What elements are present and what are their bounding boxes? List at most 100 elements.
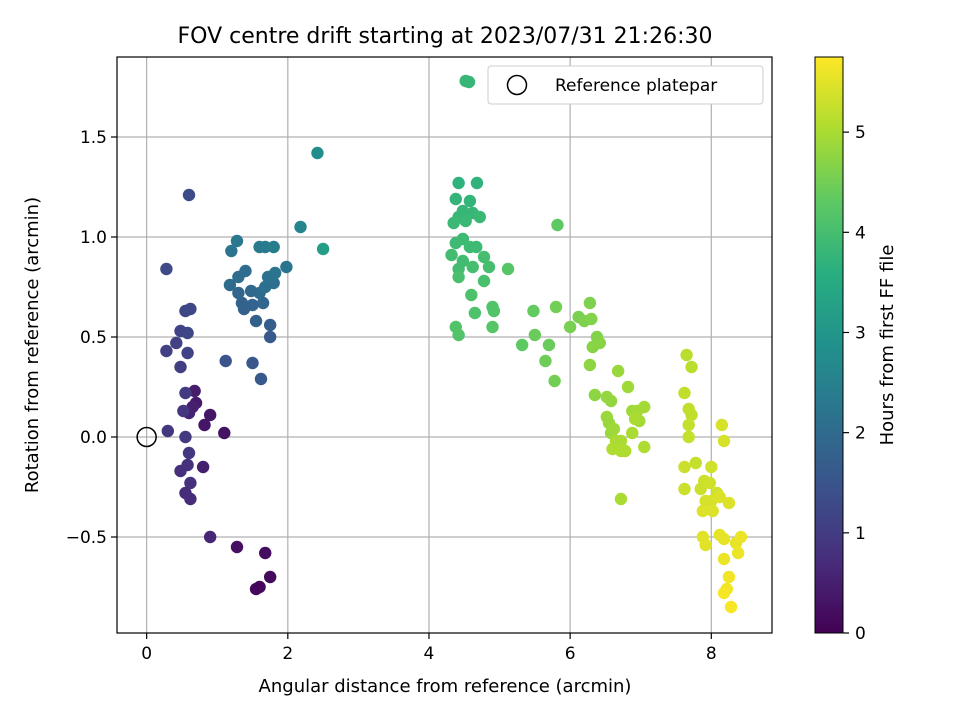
data-point bbox=[230, 540, 244, 554]
data-point bbox=[239, 264, 252, 278]
data-point bbox=[628, 412, 642, 426]
data-point bbox=[477, 274, 491, 288]
data-point bbox=[706, 504, 719, 518]
data-point bbox=[470, 176, 484, 190]
data-point bbox=[731, 546, 745, 560]
data-point bbox=[294, 220, 307, 234]
data-point bbox=[696, 504, 710, 518]
data-point bbox=[501, 262, 515, 276]
data-point bbox=[473, 210, 486, 224]
data-point bbox=[449, 192, 462, 206]
data-point bbox=[703, 476, 717, 490]
data-point bbox=[715, 418, 729, 432]
data-point bbox=[170, 336, 183, 350]
x-axis-label: Angular distance from reference (arcmin) bbox=[259, 676, 632, 697]
data-point bbox=[459, 214, 472, 228]
data-point bbox=[230, 234, 244, 248]
data-point bbox=[713, 490, 726, 504]
data-point bbox=[177, 404, 190, 418]
y-tick-label: 1.0 bbox=[80, 228, 107, 248]
data-point bbox=[542, 338, 556, 352]
data-point bbox=[203, 408, 217, 422]
colorbar-tick-label: 3 bbox=[855, 323, 866, 343]
data-point bbox=[685, 408, 698, 422]
data-point bbox=[223, 278, 237, 292]
data-point bbox=[463, 194, 477, 208]
data-point bbox=[259, 240, 272, 254]
y-tick-label: 1.5 bbox=[80, 128, 107, 148]
data-point bbox=[482, 260, 496, 274]
data-point bbox=[452, 328, 465, 342]
data-point bbox=[586, 340, 599, 354]
data-point bbox=[452, 270, 465, 284]
data-point bbox=[527, 304, 540, 318]
colorbar-tick-label: 1 bbox=[855, 524, 866, 544]
data-point bbox=[549, 300, 563, 314]
grid-lines bbox=[117, 57, 772, 633]
data-point bbox=[682, 430, 695, 444]
data-point bbox=[181, 458, 194, 472]
y-tick-label: −0.5 bbox=[66, 528, 107, 548]
y-tick-label: 0.5 bbox=[80, 328, 107, 348]
data-point bbox=[219, 354, 232, 368]
data-point bbox=[734, 530, 748, 544]
data-point bbox=[246, 298, 259, 312]
data-point bbox=[179, 430, 192, 444]
y-axis-label: Rotation from reference (arcmin) bbox=[22, 197, 43, 493]
data-point bbox=[447, 216, 460, 230]
scatter-points bbox=[136, 74, 748, 614]
data-point bbox=[638, 400, 651, 414]
data-point bbox=[717, 552, 731, 566]
data-point bbox=[717, 434, 731, 448]
data-point bbox=[263, 318, 277, 332]
legend-label-reference: Reference platepar bbox=[555, 76, 717, 96]
data-point bbox=[267, 240, 280, 254]
data-point bbox=[456, 232, 470, 246]
legend-box bbox=[487, 65, 764, 105]
data-point bbox=[487, 304, 501, 318]
reference-platepar-marker bbox=[136, 426, 157, 448]
x-tick-label: 2 bbox=[282, 644, 293, 664]
colorbar-tick-label: 0 bbox=[855, 624, 866, 644]
data-point bbox=[638, 440, 651, 454]
data-point bbox=[203, 530, 217, 544]
colorbar-tick-label: 5 bbox=[855, 123, 866, 143]
data-point bbox=[160, 344, 173, 358]
data-point bbox=[246, 356, 259, 370]
data-point bbox=[611, 364, 625, 378]
data-point bbox=[614, 492, 628, 506]
data-point bbox=[689, 456, 702, 470]
data-point bbox=[184, 302, 197, 316]
data-point bbox=[682, 418, 695, 432]
x-tick-label: 6 bbox=[565, 644, 576, 664]
data-point bbox=[588, 388, 602, 402]
x-axis-ticks: 0 2 4 6 8 bbox=[141, 633, 717, 664]
data-point bbox=[445, 248, 458, 262]
data-point bbox=[218, 426, 231, 440]
x-tick-label: 8 bbox=[706, 644, 717, 664]
data-point bbox=[539, 354, 552, 368]
data-point bbox=[253, 580, 266, 594]
data-point bbox=[263, 330, 277, 344]
data-point bbox=[548, 374, 561, 388]
data-point bbox=[232, 286, 245, 300]
data-point bbox=[680, 348, 693, 362]
data-point bbox=[235, 296, 249, 310]
data-point bbox=[563, 320, 577, 334]
data-point bbox=[678, 460, 691, 474]
data-point bbox=[621, 380, 635, 394]
data-point bbox=[528, 328, 542, 342]
data-point bbox=[161, 424, 175, 438]
data-point bbox=[179, 386, 192, 400]
data-point bbox=[249, 314, 263, 328]
data-point bbox=[468, 306, 482, 320]
data-point bbox=[174, 360, 187, 374]
data-point bbox=[705, 460, 718, 474]
legend-reference-marker bbox=[506, 74, 528, 96]
data-point bbox=[280, 260, 293, 274]
colorbar-gradient bbox=[814, 56, 844, 634]
data-point bbox=[316, 242, 330, 256]
data-point bbox=[678, 482, 691, 496]
data-point bbox=[198, 418, 211, 432]
